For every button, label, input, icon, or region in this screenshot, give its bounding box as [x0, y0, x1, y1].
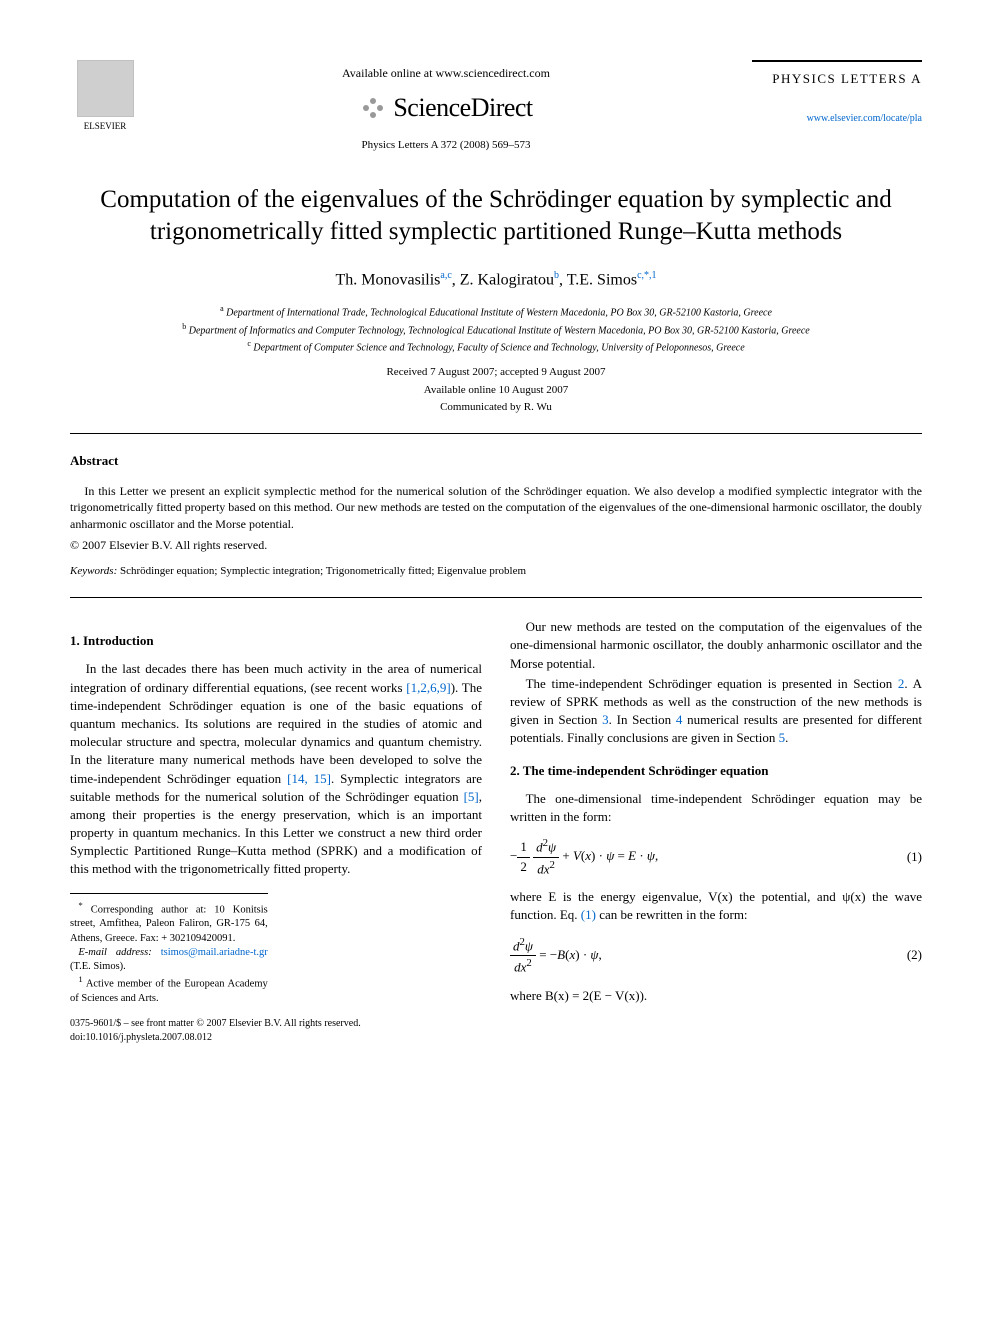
- article-title: Computation of the eigenvalues of the Sc…: [70, 184, 922, 249]
- footnotes: * Corresponding author at: 10 Konitsis s…: [70, 893, 268, 1006]
- footer-meta: 0375-9601/$ – see front matter © 2007 El…: [70, 1017, 922, 1045]
- elsevier-tree-icon: [77, 60, 134, 117]
- intro-paragraph: In the last decades there has been much …: [70, 660, 482, 878]
- journal-reference: Physics Letters A 372 (2008) 569–573: [140, 138, 752, 153]
- abstract-text: In this Letter we present an explicit sy…: [70, 483, 922, 533]
- author-3: T.E. Simos: [567, 271, 637, 288]
- sciencedirect-text: ScienceDirect: [393, 90, 532, 126]
- affiliations: a Department of International Trade, Tec…: [70, 303, 922, 355]
- keywords-text: Schrödinger equation; Symplectic integra…: [117, 565, 526, 577]
- journal-link[interactable]: www.elsevier.com/locate/pla: [807, 113, 922, 124]
- email-footnote: E-mail address: tsimos@mail.ariadne-t.gr…: [70, 946, 268, 974]
- author-2-affil: b: [554, 270, 559, 281]
- s2-paragraph-1: The one-dimensional time-independent Sch…: [510, 790, 922, 826]
- citation-link[interactable]: [1,2,6,9]: [406, 680, 450, 695]
- front-matter-text: 0375-9601/$ – see front matter © 2007 El…: [70, 1017, 922, 1031]
- keywords-label: Keywords:: [70, 565, 117, 577]
- doi-text: doi:10.1016/j.physleta.2007.08.012: [70, 1031, 922, 1045]
- abstract-heading: Abstract: [70, 452, 922, 470]
- author-3-affil: c,*,1: [637, 270, 656, 281]
- received-date: Received 7 August 2007; accepted 9 Augus…: [70, 365, 922, 380]
- center-header: Available online at www.sciencedirect.co…: [140, 60, 752, 154]
- s2-paragraph-3: where B(x) = 2(E − V(x)).: [510, 987, 922, 1005]
- abstract-copyright: © 2007 Elsevier B.V. All rights reserved…: [70, 537, 922, 554]
- col2-paragraph-1: Our new methods are tested on the comput…: [510, 618, 922, 673]
- page-header: ELSEVIER Available online at www.science…: [70, 60, 922, 154]
- email-link[interactable]: tsimos@mail.ariadne-t.gr: [152, 947, 268, 958]
- member-footnote: 1 Active member of the European Academy …: [70, 974, 268, 1006]
- equation-1-number: (1): [892, 848, 922, 866]
- affiliation-b: Department of Informatics and Computer T…: [189, 325, 810, 336]
- right-header: PHYSICS LETTERS A www.elsevier.com/locat…: [752, 60, 922, 128]
- sciencedirect-logo: ScienceDirect: [140, 90, 752, 126]
- equation-1: −12 d2ψdx2 + V(x) · ψ = E · ψ, (1): [510, 836, 922, 878]
- sciencedirect-dots-icon: [359, 96, 387, 120]
- equation-2-math: d2ψdx2 = −B(x) · ψ,: [510, 935, 892, 977]
- elsevier-logo: ELSEVIER: [70, 60, 140, 133]
- author-2: Z. Kalogiratou: [460, 271, 554, 288]
- available-online-text: Available online at www.sciencedirect.co…: [140, 65, 752, 82]
- keywords: Keywords: Schrödinger equation; Symplect…: [70, 564, 922, 579]
- citation-link[interactable]: [14, 15]: [287, 771, 331, 786]
- author-1-affil: a,c: [440, 270, 451, 281]
- s2-paragraph-2: where E is the energy eigenvalue, V(x) t…: [510, 888, 922, 924]
- author-1: Th. Monovasilis: [335, 271, 440, 288]
- equation-ref-link[interactable]: (1): [581, 907, 596, 922]
- corresponding-footnote: * Corresponding author at: 10 Konitsis s…: [70, 900, 268, 946]
- equation-2-number: (2): [892, 946, 922, 964]
- citation-link[interactable]: [5]: [464, 789, 479, 804]
- equation-1-math: −12 d2ψdx2 + V(x) · ψ = E · ψ,: [510, 836, 892, 878]
- affiliation-c: Department of Computer Science and Techn…: [253, 342, 744, 353]
- body-columns: 1. Introduction In the last decades ther…: [70, 618, 922, 1007]
- section-2-heading: 2. The time-independent Schrödinger equa…: [510, 762, 922, 780]
- authors-line: Th. Monovasilisa,c, Z. Kalogiratoub, T.E…: [70, 269, 922, 292]
- journal-name: PHYSICS LETTERS A: [752, 70, 922, 88]
- equation-2: d2ψdx2 = −B(x) · ψ, (2): [510, 935, 922, 977]
- communicated-by: Communicated by R. Wu: [70, 400, 922, 415]
- divider-top: [70, 433, 922, 434]
- affiliation-a: Department of International Trade, Techn…: [226, 308, 772, 319]
- col2-paragraph-2: The time-independent Schrödinger equatio…: [510, 675, 922, 748]
- divider-bottom: [70, 597, 922, 598]
- section-1-heading: 1. Introduction: [70, 632, 482, 650]
- elsevier-text: ELSEVIER: [70, 120, 140, 133]
- available-date: Available online 10 August 2007: [70, 383, 922, 398]
